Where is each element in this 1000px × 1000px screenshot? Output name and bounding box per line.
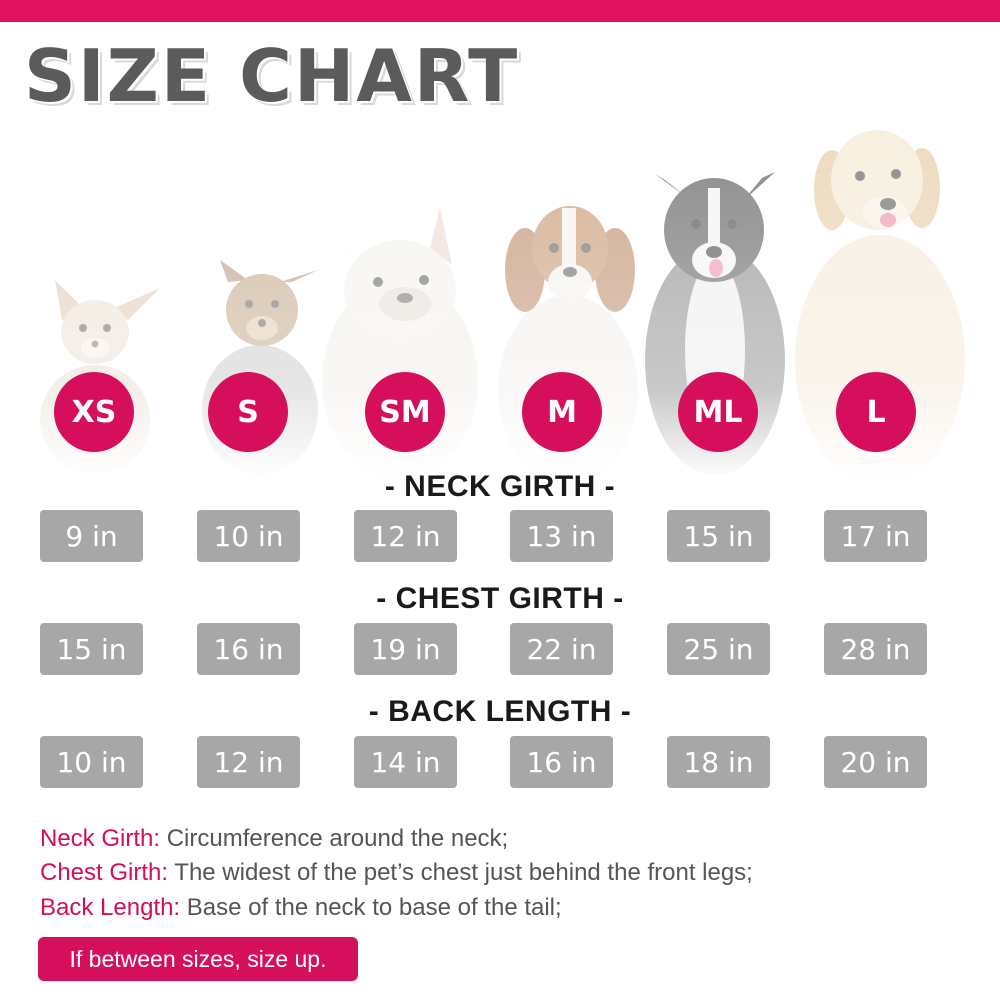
legend-desc: Base of the neck to base of the tail; [180, 894, 562, 921]
legend-term: Back Length: [40, 894, 181, 921]
size-badge-sm: SM [365, 372, 445, 452]
size-badge-l: L [836, 372, 916, 452]
legend-desc: The widest of the pet’s chest just behin… [168, 859, 753, 886]
page-title: SIZE CHART [24, 34, 520, 118]
legend-chest-girth: Chest Girth: The widest of the pet’s che… [40, 859, 753, 887]
back-length-l: 20 in [824, 736, 927, 788]
legend-back-length: Back Length: Base of the neck to base of… [40, 894, 562, 922]
chest-girth-m: 22 in [510, 623, 613, 675]
size-badge-ml: ML [678, 372, 758, 452]
neck-girth-sm: 12 in [354, 510, 457, 562]
neck-girth-l: 17 in [824, 510, 927, 562]
neck-girth-xs: 9 in [40, 510, 143, 562]
neck-girth-m: 13 in [510, 510, 613, 562]
neck-girth-heading: - NECK GIRTH - [384, 470, 616, 503]
chest-girth-l: 28 in [824, 623, 927, 675]
chest-girth-ml: 25 in [667, 623, 770, 675]
chest-girth-xs: 15 in [40, 623, 143, 675]
size-badge-xs: XS [54, 372, 134, 452]
back-length-m: 16 in [510, 736, 613, 788]
back-length-xs: 10 in [40, 736, 143, 788]
back-length-ml: 18 in [667, 736, 770, 788]
size-badge-m: M [522, 372, 602, 452]
neck-girth-ml: 15 in [667, 510, 770, 562]
legend-desc: Circumference around the neck; [160, 825, 509, 852]
chest-girth-sm: 19 in [354, 623, 457, 675]
legend-term: Chest Girth: [40, 859, 169, 886]
neck-girth-s: 10 in [197, 510, 300, 562]
back-length-heading: - BACK LENGTH - [368, 695, 632, 728]
back-length-sm: 14 in [354, 736, 457, 788]
back-length-s: 12 in [197, 736, 300, 788]
size-up-tip: If between sizes, size up. [38, 937, 358, 981]
chest-girth-heading: - CHEST GIRTH - [376, 582, 624, 615]
legend-neck-girth: Neck Girth: Circumference around the nec… [40, 825, 508, 853]
legend-term: Neck Girth: [40, 825, 161, 852]
size-badge-s: S [208, 372, 288, 452]
chest-girth-s: 16 in [197, 623, 300, 675]
top-accent-bar [0, 0, 1000, 22]
